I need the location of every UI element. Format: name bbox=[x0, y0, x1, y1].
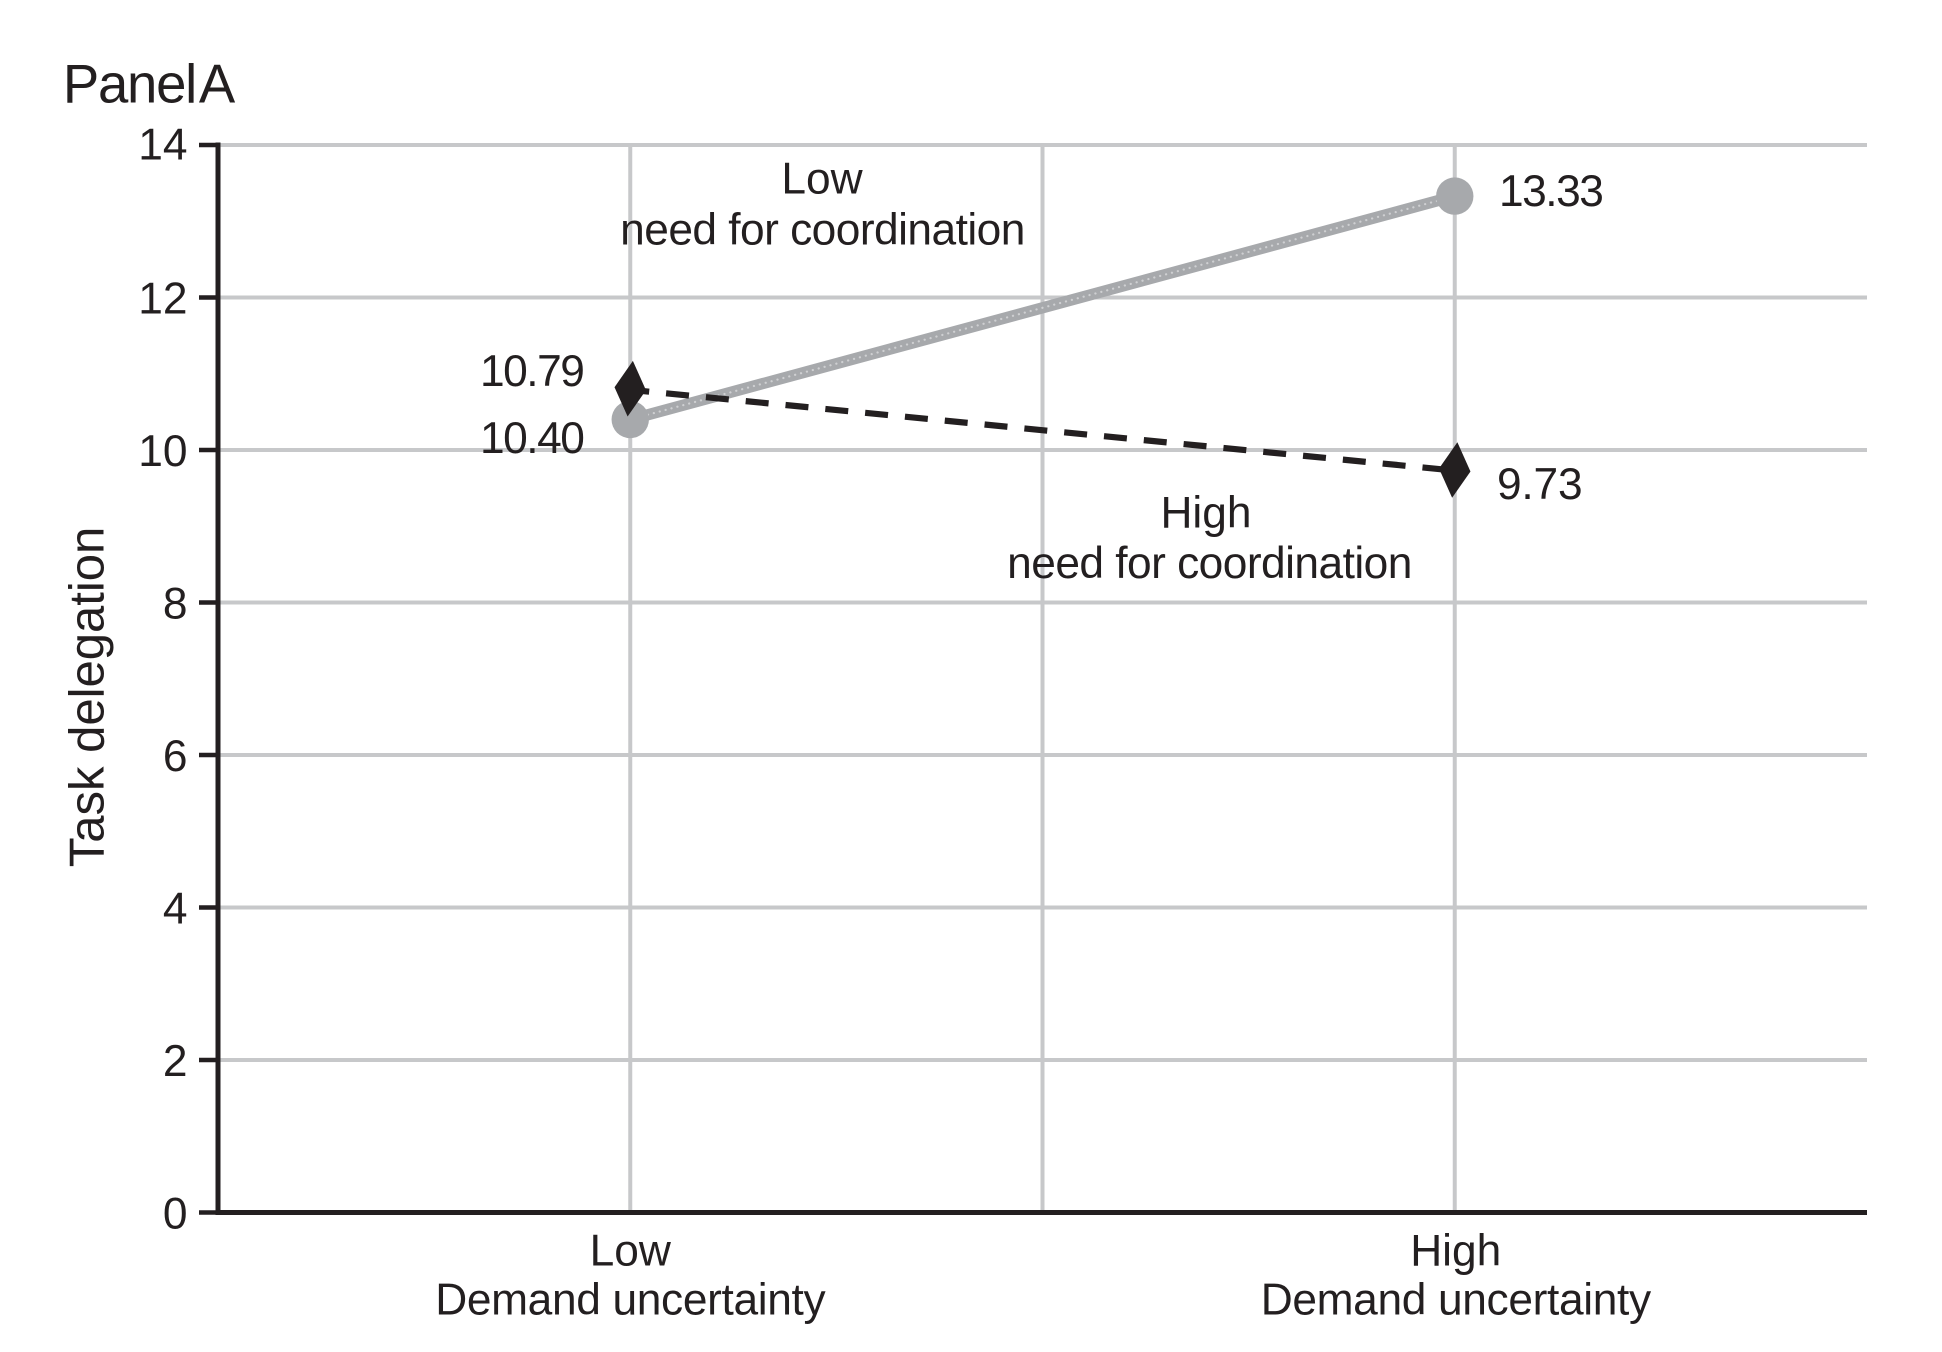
svg-text:8: 8 bbox=[163, 579, 188, 628]
svg-text:High: High bbox=[1160, 489, 1251, 538]
svg-text:Low: Low bbox=[590, 1227, 672, 1276]
svg-text:need for coordination: need for coordination bbox=[1007, 539, 1412, 588]
svg-text:10.79: 10.79 bbox=[480, 347, 583, 396]
svg-text:9.73: 9.73 bbox=[1497, 460, 1582, 509]
svg-text:14: 14 bbox=[138, 120, 187, 169]
svg-text:High: High bbox=[1410, 1227, 1501, 1276]
svg-text:Demand uncertainty: Demand uncertainty bbox=[435, 1276, 826, 1325]
svg-text:13.33: 13.33 bbox=[1499, 167, 1602, 216]
svg-text:PanelA: PanelA bbox=[63, 54, 236, 115]
svg-text:12: 12 bbox=[138, 274, 187, 323]
svg-text:6: 6 bbox=[163, 732, 188, 781]
svg-text:0: 0 bbox=[163, 1189, 188, 1238]
svg-text:Demand uncertainty: Demand uncertainty bbox=[1261, 1276, 1652, 1325]
svg-text:4: 4 bbox=[163, 884, 188, 933]
svg-text:need for coordination: need for coordination bbox=[620, 205, 1025, 254]
svg-text:2: 2 bbox=[163, 1037, 188, 1086]
svg-text:Low: Low bbox=[781, 155, 863, 204]
svg-text:Task delegation: Task delegation bbox=[60, 527, 114, 868]
svg-text:10: 10 bbox=[138, 427, 187, 476]
svg-text:10.40: 10.40 bbox=[480, 414, 583, 463]
